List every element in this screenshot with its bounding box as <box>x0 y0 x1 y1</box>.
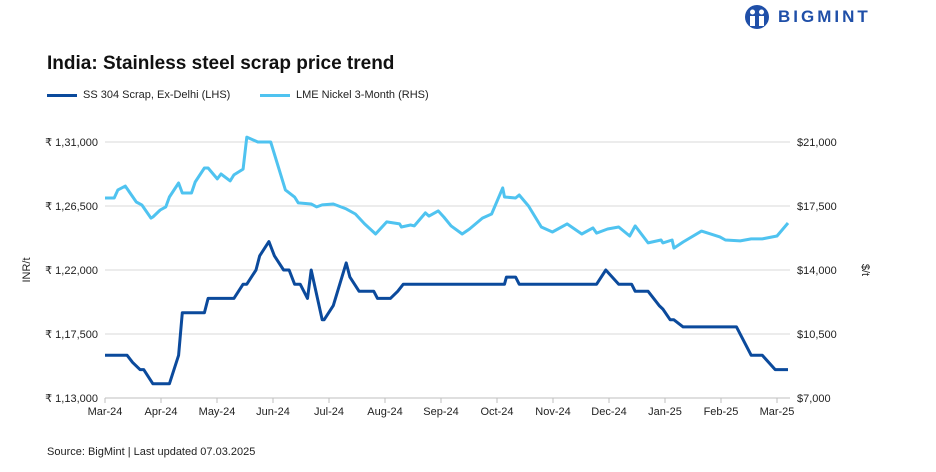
series-line-ss304 <box>105 240 788 386</box>
legend-item-ss304: SS 304 Scrap, Ex-Delhi (LHS) <box>47 89 230 101</box>
y2-tick-label: $10,500 <box>797 329 837 341</box>
x-tick-label: May-24 <box>199 406 236 418</box>
y-axis-label: INR/t <box>21 257 33 282</box>
x-tick-label: Mar-24 <box>88 406 123 418</box>
legend-label: SS 304 Scrap, Ex-Delhi (LHS) <box>83 89 231 101</box>
x-tick-label: Mar-25 <box>760 406 795 418</box>
x-tick-label: Dec-24 <box>591 406 626 418</box>
source-note: Source: BigMint | Last updated 07.03.202… <box>47 446 256 458</box>
y2-tick-label: $7,000 <box>797 393 831 405</box>
y2-tick-label: $14,000 <box>797 265 837 277</box>
chart-title: India: Stainless steel scrap price trend <box>47 53 395 74</box>
x-tick-label: Apr-24 <box>144 406 177 418</box>
x-tick-label: Jul-24 <box>314 406 344 418</box>
legend-swatch <box>47 93 77 97</box>
x-tick-label: Jan-25 <box>648 406 682 418</box>
y2-tick-label: $17,500 <box>797 201 837 213</box>
x-tick-label: Oct-24 <box>480 406 513 418</box>
bigmint-logo: BIGMINT <box>744 4 871 30</box>
legend-item-lme-nickel: LME Nickel 3-Month (RHS) <box>260 89 429 101</box>
y-tick-label: ₹ 1,26,500 <box>45 201 98 213</box>
legend-swatch <box>260 93 290 97</box>
series-line-lme-nickel <box>105 135 790 250</box>
x-tick-label: Nov-24 <box>535 406 570 418</box>
y2-axis-label: $/t <box>859 264 871 276</box>
y-tick-label: ₹ 1,17,500 <box>45 329 98 341</box>
bigmint-logo-icon <box>745 5 769 29</box>
x-tick-label: Jun-24 <box>256 406 290 418</box>
y-tick-label: ₹ 1,13,000 <box>45 393 98 405</box>
bigmint-logo-text: BIGMINT <box>778 7 871 26</box>
x-tick-label: Feb-25 <box>704 406 739 418</box>
x-tick-label: Aug-24 <box>367 406 402 418</box>
x-tick-label: Sep-24 <box>423 406 458 418</box>
y2-tick-label: $21,000 <box>797 137 837 149</box>
legend-label: LME Nickel 3-Month (RHS) <box>296 89 429 101</box>
y-tick-label: ₹ 1,22,000 <box>45 265 98 277</box>
y-tick-label: ₹ 1,31,000 <box>45 137 98 149</box>
